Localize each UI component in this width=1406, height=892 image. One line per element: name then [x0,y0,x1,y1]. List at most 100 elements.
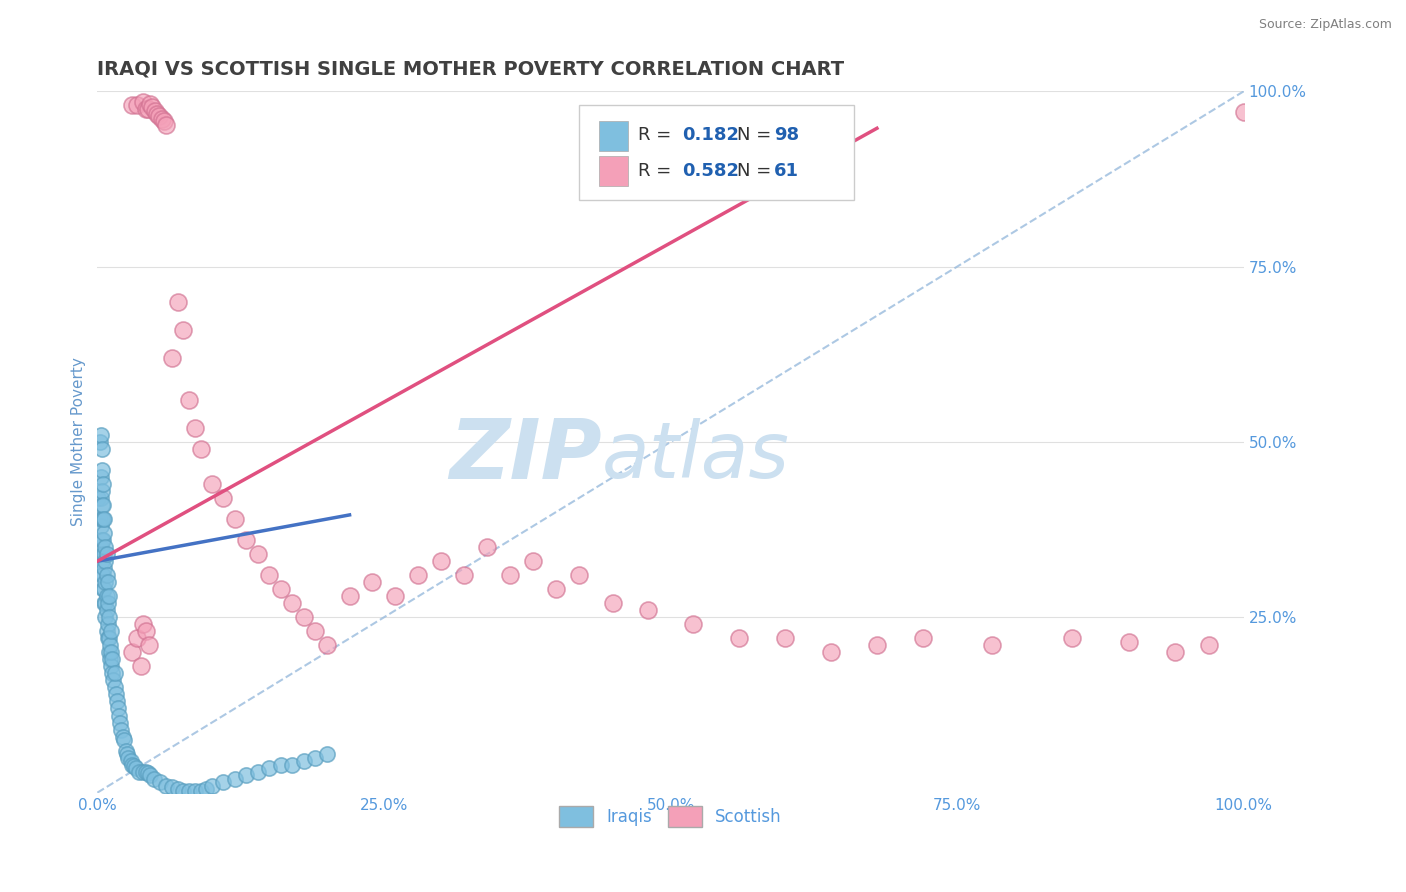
Point [138,639,160,653]
Point [111,730,134,744]
Point [105,694,128,708]
Point [866,639,889,653]
Point [91,533,114,548]
Text: R =: R = [638,161,678,179]
Point [259,761,281,775]
Point [139,768,162,782]
Point [91,582,114,597]
Point [602,596,624,610]
Point [94,596,117,610]
Point [96,547,118,561]
Point [93,561,115,575]
Point [149,775,172,789]
Point [122,759,145,773]
Point [136,766,159,780]
Point [184,784,207,798]
Point [93,582,115,597]
Point [522,554,544,568]
Point [246,547,269,561]
Point [91,442,114,456]
Point [136,102,159,116]
Point [453,568,475,582]
Point [91,463,114,477]
Point [1164,645,1187,659]
Point [100,624,122,639]
Point [166,782,188,797]
FancyBboxPatch shape [579,105,853,200]
Point [235,768,257,782]
Text: N =: N = [737,127,772,145]
Point [160,780,183,794]
Point [94,540,117,554]
Text: atlas: atlas [602,418,790,494]
Point [270,582,292,597]
Point [97,632,120,646]
Point [141,100,163,114]
Point [94,575,117,590]
Point [97,575,120,590]
Point [93,547,115,561]
Point [93,526,115,541]
Point [201,477,224,491]
Point [166,294,188,309]
Point [110,723,132,737]
Point [430,554,453,568]
Point [100,645,122,659]
Point [91,477,114,491]
Point [91,554,114,568]
Point [1198,639,1220,653]
Point [134,764,156,779]
Point [224,512,246,526]
Point [235,533,257,548]
Point [89,434,111,449]
Point [103,681,125,695]
Point [91,498,114,512]
Text: 0.582: 0.582 [682,161,740,179]
Text: R =: R = [638,127,678,145]
Point [127,98,149,112]
Point [1233,105,1256,120]
Point [153,113,176,128]
Point [87,491,110,505]
Point [339,589,361,603]
Point [90,491,112,505]
Point [107,701,129,715]
Point [96,624,118,639]
Point [103,666,125,681]
Point [117,750,139,764]
Point [142,772,165,786]
Point [103,673,125,688]
Point [121,98,143,112]
Legend: Iraqis, Scottish: Iraqis, Scottish [553,800,789,833]
Point [139,96,162,111]
Point [91,568,114,582]
Point [201,779,224,793]
Point [132,617,155,632]
Point [96,603,118,617]
Point [1118,635,1140,649]
Point [281,757,304,772]
Point [96,568,118,582]
Text: Source: ZipAtlas.com: Source: ZipAtlas.com [1258,18,1392,31]
Point [134,102,156,116]
Point [91,512,114,526]
Point [408,568,430,582]
Point [292,754,315,768]
Text: N =: N = [737,161,772,179]
Point [132,764,155,779]
Point [108,708,131,723]
Point [93,596,115,610]
Point [93,512,115,526]
Point [155,118,177,132]
Point [90,470,112,484]
Point [101,652,124,666]
Point [97,589,120,603]
FancyBboxPatch shape [599,121,628,151]
Point [195,782,218,797]
Point [292,610,315,624]
Point [820,645,842,659]
Point [91,498,114,512]
Point [281,596,304,610]
Point [91,512,114,526]
Point [120,754,142,768]
